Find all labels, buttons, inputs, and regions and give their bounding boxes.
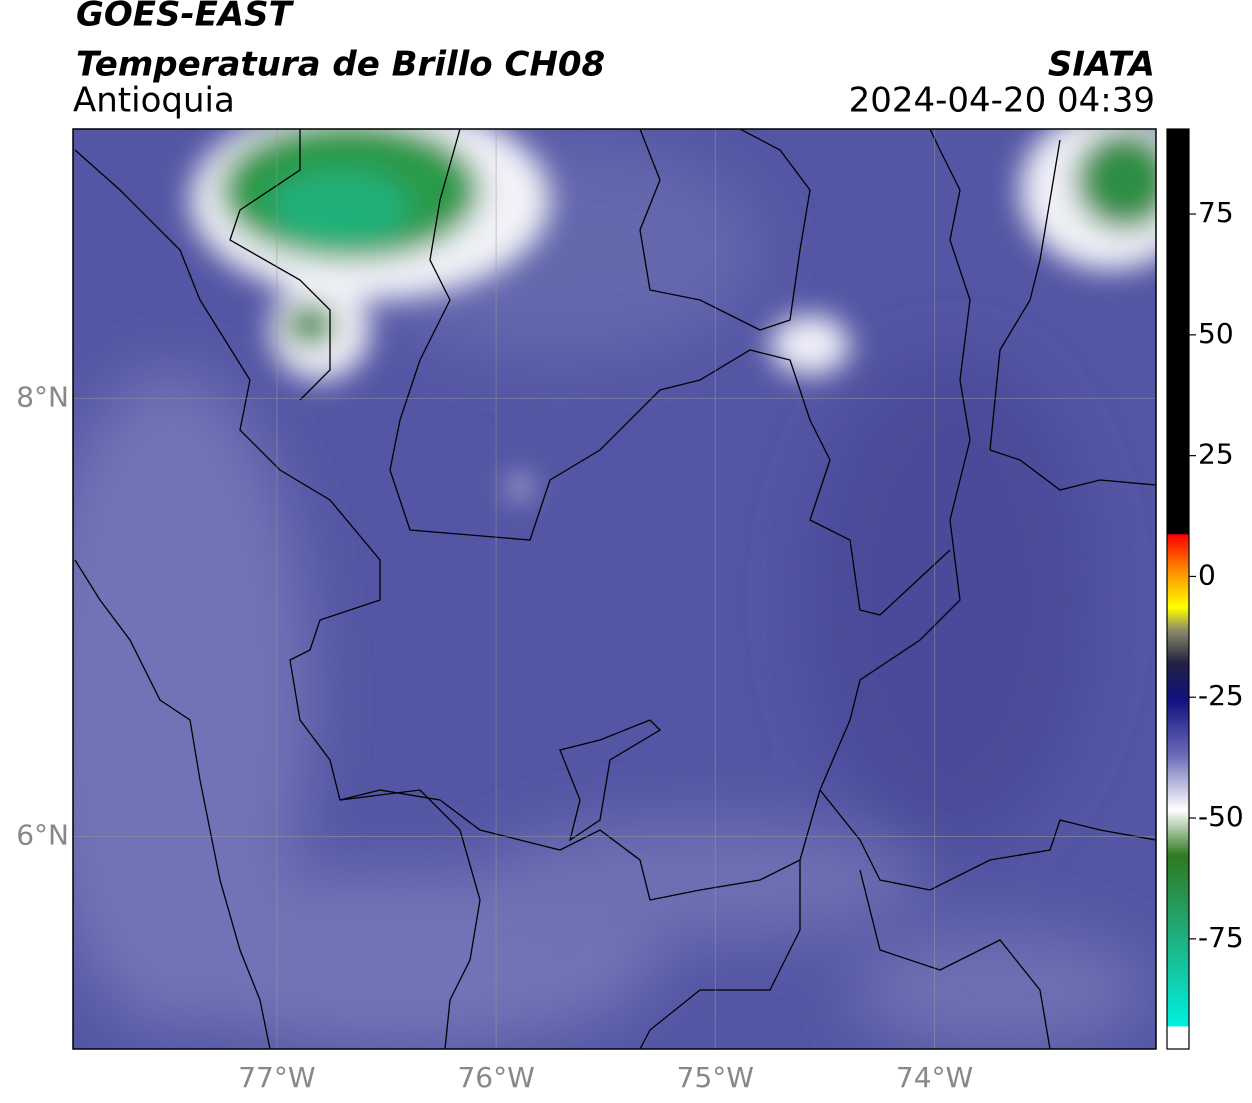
x-tick-label: 74°W — [896, 1061, 973, 1094]
colorbar-tick-label: -50 — [1198, 800, 1244, 833]
region: Antioquia — [73, 81, 235, 121]
map-field — [73, 129, 1156, 1049]
colorbar-tick-label: 0 — [1198, 558, 1216, 591]
colorbar-tick-label: 75 — [1198, 196, 1234, 229]
satellite: GOES-EAST — [76, 0, 295, 35]
y-tick-label: 6°N — [16, 819, 69, 852]
grid — [73, 129, 1156, 1049]
datetime: 2024-04-20 04:39 — [849, 81, 1155, 121]
cloud-tops — [190, 129, 1156, 497]
source: SIATA — [1048, 45, 1155, 85]
x-tick-label: 76°W — [457, 1061, 534, 1094]
colorbar-tick-label: 50 — [1198, 317, 1234, 350]
y-tick-label: 8°N — [16, 380, 69, 413]
colorbar-tick-label: -75 — [1198, 921, 1244, 954]
colorbar — [1166, 128, 1190, 1050]
x-tick-label: 77°W — [238, 1061, 315, 1094]
borders — [74, 129, 1156, 1049]
x-tick-label: 75°W — [677, 1061, 754, 1094]
map-frame — [72, 128, 1157, 1050]
colorbar-tick-label: 25 — [1198, 438, 1234, 471]
colorbar-tick-label: -25 — [1198, 679, 1244, 712]
title: Temperatura de Brillo CH08 — [76, 45, 605, 85]
